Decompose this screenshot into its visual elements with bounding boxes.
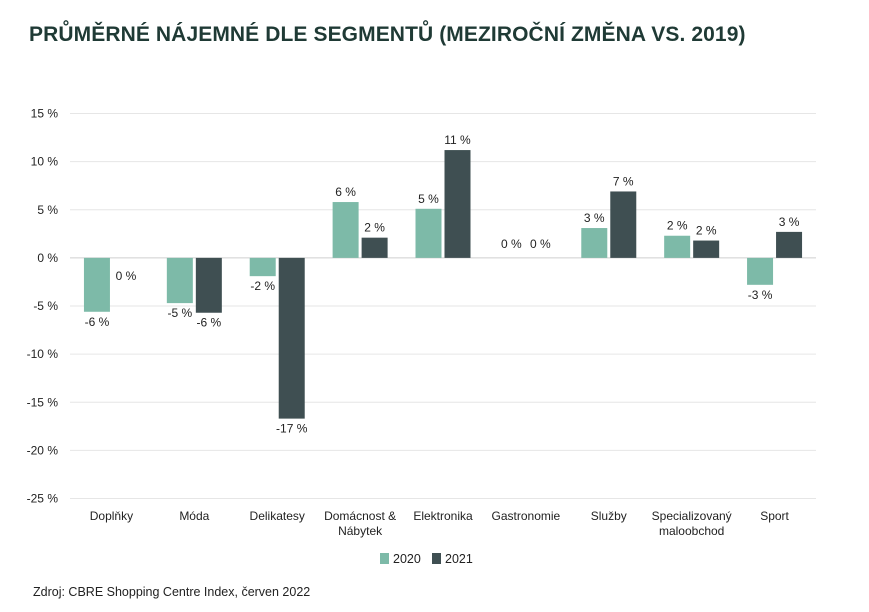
data-label-2020: 6 % xyxy=(335,185,356,199)
data-label-2020: -5 % xyxy=(167,306,192,320)
category-label: Služby xyxy=(591,509,627,523)
category-label: Gastronomie xyxy=(492,509,561,523)
bar-2021 xyxy=(361,237,388,258)
bar-2020 xyxy=(415,208,442,258)
legend-swatch-2021 xyxy=(432,553,441,564)
legend-swatch-2020 xyxy=(380,553,389,564)
data-label-2020: -3 % xyxy=(748,288,773,302)
bar-2021 xyxy=(610,191,637,258)
legend: 2020 2021 xyxy=(380,552,473,566)
category-label: Sport xyxy=(760,509,789,523)
data-label-2020: -6 % xyxy=(85,315,110,329)
y-tick-label: -20 % xyxy=(27,443,59,457)
data-label-2020: 3 % xyxy=(584,211,605,225)
category-label: maloobchod xyxy=(659,524,724,538)
bars xyxy=(83,150,803,419)
y-tick-label: 15 % xyxy=(31,107,59,121)
bar-2021 xyxy=(693,240,720,258)
bar-2021 xyxy=(195,257,222,313)
bar-2020 xyxy=(581,228,608,258)
gridlines xyxy=(70,113,816,499)
data-label-2021: 7 % xyxy=(613,174,634,188)
bar-2021 xyxy=(444,150,471,258)
chart-title: PRŮMĚRNÉ NÁJEMNÉ DLE SEGMENTŮ (MEZIROČNÍ… xyxy=(29,23,746,46)
bar-2020 xyxy=(249,257,276,277)
y-tick-label: -5 % xyxy=(33,299,58,313)
data-label-2020: -2 % xyxy=(250,279,275,293)
bar-2021 xyxy=(776,231,803,258)
bar-2020 xyxy=(747,257,774,285)
data-label-2021: 0 % xyxy=(116,269,137,283)
data-label-2021: 0 % xyxy=(530,237,551,251)
data-label-2021: -17 % xyxy=(276,422,308,436)
data-label-2021: 2 % xyxy=(364,221,385,235)
y-tick-label: -25 % xyxy=(27,492,59,506)
category-labels: Doplňky Móda Delikatesy Domácnost &Nábytek E… xyxy=(90,509,790,538)
category-label: Domácnost & xyxy=(324,509,396,523)
data-label-2020: 2 % xyxy=(667,219,688,233)
y-tick-label: -15 % xyxy=(27,395,59,409)
y-tick-label: 10 % xyxy=(31,155,59,169)
legend-label-2020: 2020 xyxy=(393,552,421,566)
category-label: Delikatesy xyxy=(250,509,305,523)
y-tick-label: 0 % xyxy=(37,251,58,265)
data-label-2021: 11 % xyxy=(444,133,471,147)
y-axis-ticks: 15 % 10 % 5 % 0 % -5 % -10 % -15 % -20 % -25 % xyxy=(27,107,59,506)
bar-2020 xyxy=(664,235,691,258)
category-label: Doplňky xyxy=(90,509,133,523)
legend-label-2021: 2021 xyxy=(445,552,473,566)
y-tick-label: -10 % xyxy=(27,347,59,361)
data-label-2021: 2 % xyxy=(696,224,717,238)
data-label-2021: 3 % xyxy=(779,215,800,229)
bar-2021 xyxy=(278,257,305,419)
source-note: Zdroj: CBRE Shopping Centre Index, červe… xyxy=(33,585,311,599)
data-label-2020: 0 % xyxy=(501,237,522,251)
category-label: Specializovaný xyxy=(652,509,732,523)
category-label: Nábytek xyxy=(338,524,383,538)
category-label: Móda xyxy=(179,509,209,523)
data-label-2020: 5 % xyxy=(418,192,439,206)
data-label-2021: -6 % xyxy=(196,316,221,330)
data-labels: -6 % 0 % -5 % -6 % -2 % -17 % 6 % 2 % 5 % 11 % 0 %… xyxy=(85,133,800,436)
bar-2020 xyxy=(83,257,110,312)
bar-2020 xyxy=(166,257,193,304)
category-label: Elektronika xyxy=(413,509,473,523)
bar-2020 xyxy=(332,202,359,258)
y-tick-label: 5 % xyxy=(37,203,58,217)
